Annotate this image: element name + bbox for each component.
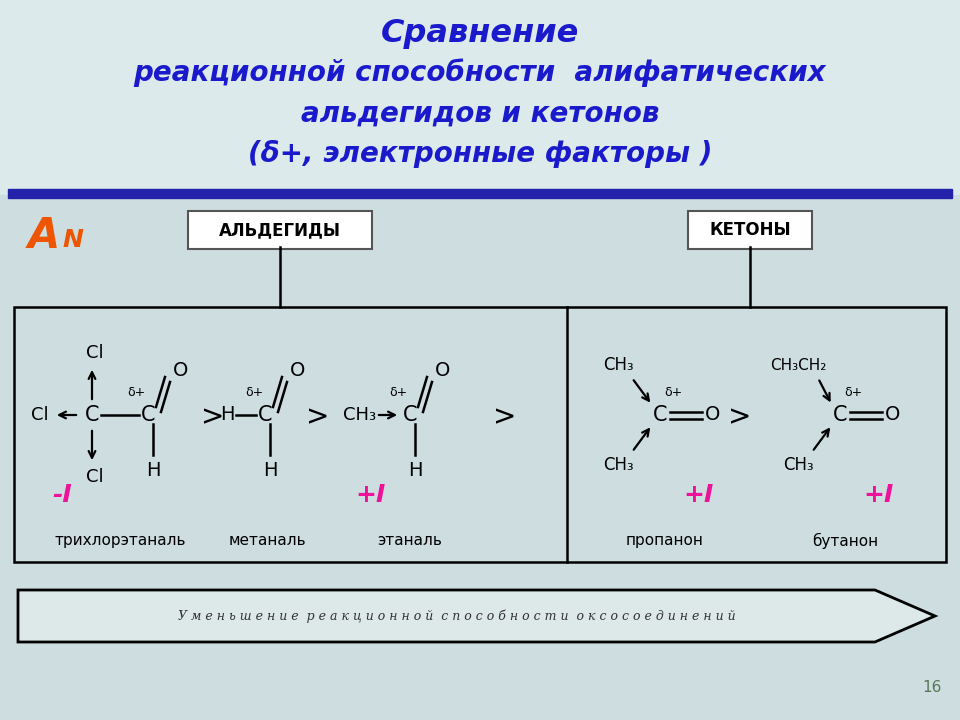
Text: реакционной способности  алифатических: реакционной способности алифатических (133, 58, 827, 86)
Text: -I: -I (52, 483, 72, 507)
Text: C: C (403, 405, 418, 425)
Text: δ+: δ+ (390, 387, 408, 400)
Text: C: C (84, 405, 99, 425)
Text: этаналь: этаналь (377, 533, 443, 548)
Bar (14, 307, 946, 562)
Text: C: C (257, 405, 273, 425)
Text: Сравнение: Сравнение (381, 18, 579, 49)
Text: Cl: Cl (31, 406, 49, 424)
Bar (0, 195, 960, 720)
Text: трихлорэтаналь: трихлорэтаналь (55, 533, 185, 548)
Text: >: > (493, 403, 516, 431)
Text: H: H (408, 461, 422, 480)
Text: 16: 16 (923, 680, 942, 695)
Text: CH₃CH₂: CH₃CH₂ (770, 358, 827, 372)
Text: δ+: δ+ (245, 387, 263, 400)
Polygon shape (18, 590, 935, 642)
Text: O: O (885, 405, 900, 425)
Text: H: H (220, 405, 234, 425)
Text: >: > (729, 403, 752, 431)
FancyBboxPatch shape (188, 211, 372, 249)
Text: АЛЬДЕГИДЫ: АЛЬДЕГИДЫ (219, 221, 341, 239)
Text: пропанон: пропанон (626, 533, 704, 548)
Text: У м е н ь ш е н и е  р е а к ц и о н н о й  с п о с о б н о с т и  о к с о с о е: У м е н ь ш е н и е р е а к ц и о н н о … (178, 609, 735, 623)
Text: Cl: Cl (86, 468, 104, 486)
Text: C: C (653, 405, 667, 425)
Text: C: C (141, 405, 156, 425)
Text: +I: +I (683, 483, 713, 507)
Text: C: C (832, 405, 848, 425)
Text: (δ+, электронные факторы ): (δ+, электронные факторы ) (248, 140, 712, 168)
Text: CH₃: CH₃ (344, 406, 376, 424)
Text: КЕТОНЫ: КЕТОНЫ (709, 221, 791, 239)
Text: O: O (435, 361, 450, 379)
Text: >: > (202, 403, 225, 431)
Text: бутанон: бутанон (812, 533, 878, 549)
Text: δ+: δ+ (844, 387, 862, 400)
Text: δ+: δ+ (664, 387, 683, 400)
Text: O: O (290, 361, 305, 379)
Text: CH₃: CH₃ (603, 356, 634, 374)
Text: CH₃: CH₃ (782, 456, 813, 474)
Text: δ+: δ+ (128, 387, 146, 400)
Text: A: A (28, 215, 60, 257)
Text: H: H (146, 461, 160, 480)
Text: O: O (173, 361, 188, 379)
Text: метаналь: метаналь (228, 533, 306, 548)
Text: >: > (306, 403, 329, 431)
Text: +I: +I (863, 483, 893, 507)
Bar (0, 0, 960, 195)
Text: CH₃: CH₃ (603, 456, 634, 474)
FancyBboxPatch shape (688, 211, 812, 249)
Text: +I: +I (355, 483, 385, 507)
Text: Cl: Cl (86, 344, 104, 362)
Text: H: H (263, 461, 277, 480)
Text: альдегидов и кетонов: альдегидов и кетонов (300, 100, 660, 128)
Text: N: N (62, 228, 83, 252)
Bar (8, 189, 952, 198)
Text: O: O (705, 405, 720, 425)
